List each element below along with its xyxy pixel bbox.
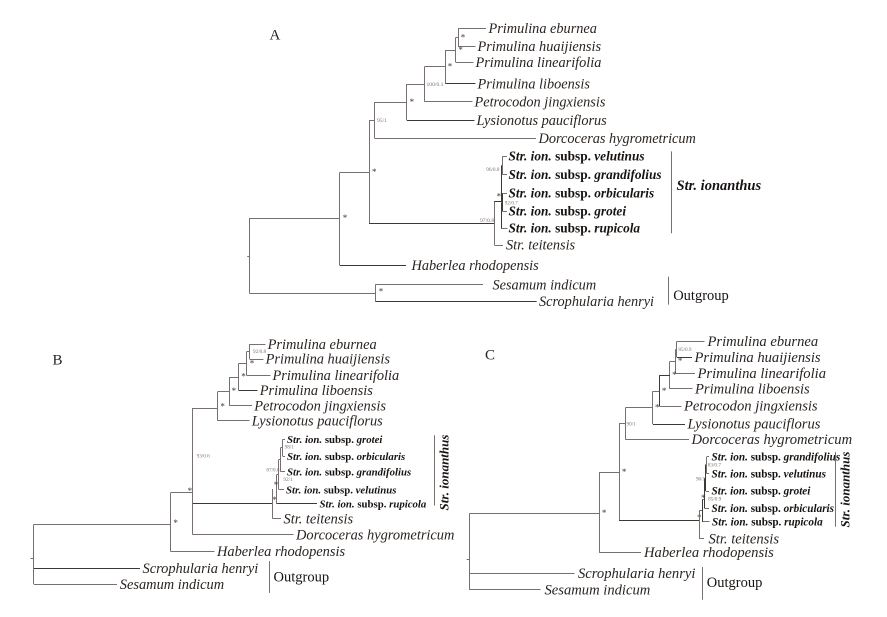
svg-text:Str. ionanthus: Str. ionanthus: [436, 435, 451, 511]
svg-text:93/0.6: 93/0.6: [197, 454, 211, 460]
svg-text:Sesamum indicum: Sesamum indicum: [120, 577, 224, 593]
svg-text:*: *: [241, 372, 246, 382]
svg-text:Primulina huaijiensis: Primulina huaijiensis: [477, 39, 602, 55]
svg-text:Str. ion. subsp. velutinus: Str. ion. subsp. velutinus: [286, 484, 396, 496]
svg-text:Scrophularia henryi: Scrophularia henryi: [539, 294, 654, 310]
svg-text:Primulina linearifolia: Primulina linearifolia: [697, 366, 827, 382]
svg-text:*: *: [458, 45, 463, 55]
svg-text:96/1: 96/1: [696, 477, 706, 483]
svg-text:Str. ion. subsp. velutinus: Str. ion. subsp. velutinus: [509, 149, 645, 164]
svg-text:*: *: [250, 358, 255, 368]
svg-text:*: *: [410, 97, 415, 107]
svg-text:Scrophularia henryi: Scrophularia henryi: [578, 566, 695, 582]
svg-text:87/0.8: 87/0.8: [266, 467, 280, 473]
svg-text:*: *: [173, 518, 178, 528]
svg-text:Primulina eburnea: Primulina eburnea: [707, 334, 819, 350]
svg-text:90/1: 90/1: [627, 421, 637, 427]
svg-text:Str. ion. subsp. grotei: Str. ion. subsp. grotei: [287, 434, 382, 446]
svg-text:Outgroup: Outgroup: [673, 288, 729, 304]
svg-text:Primulina eburnea: Primulina eburnea: [267, 337, 377, 353]
svg-text:*: *: [602, 508, 607, 518]
svg-text:Primulina huaijiensis: Primulina huaijiensis: [694, 350, 821, 366]
svg-text:Str. ion. subsp. rupicola: Str. ion. subsp. rupicola: [320, 499, 427, 511]
svg-text:83/0.7: 83/0.7: [708, 462, 722, 468]
svg-text:*: *: [622, 467, 627, 477]
svg-text:Str. ionanthus: Str. ionanthus: [837, 452, 852, 528]
svg-text:85/0.9: 85/0.9: [678, 347, 692, 353]
svg-text:97/0.8: 97/0.8: [480, 218, 494, 224]
svg-text:*: *: [701, 493, 706, 503]
svg-text:*: *: [448, 62, 453, 72]
svg-text:*: *: [232, 386, 237, 396]
svg-text:Primulina huaijiensis: Primulina huaijiensis: [265, 352, 391, 368]
svg-text:*: *: [272, 495, 277, 505]
svg-text:Lysionotus pauciflorus: Lysionotus pauciflorus: [251, 414, 383, 430]
svg-text:Outgroup: Outgroup: [707, 575, 763, 591]
svg-text:*: *: [274, 480, 279, 490]
svg-text:Outgroup: Outgroup: [274, 570, 330, 586]
svg-text:Str. ion. subsp. grotei: Str. ion. subsp. grotei: [509, 204, 627, 219]
svg-text:Str. ion. subsp. rupicola: Str. ion. subsp. rupicola: [712, 517, 823, 529]
svg-text:Haberlea rhodopensis: Haberlea rhodopensis: [216, 544, 345, 560]
svg-text:B: B: [53, 353, 63, 369]
svg-text:Str. teitensis: Str. teitensis: [506, 238, 576, 254]
svg-text:C: C: [485, 348, 495, 364]
svg-text:A: A: [270, 28, 281, 44]
svg-text:Lysionotus pauciflorus: Lysionotus pauciflorus: [476, 113, 608, 129]
svg-text:Str. ion. subsp. orbicularis: Str. ion. subsp. orbicularis: [712, 503, 835, 515]
svg-text:Primulina liboensis: Primulina liboensis: [694, 381, 810, 397]
svg-text:Primulina liboensis: Primulina liboensis: [259, 383, 374, 399]
svg-text:*: *: [461, 32, 466, 42]
svg-text:Str. ion. subsp. grandifolius: Str. ion. subsp. grandifolius: [287, 467, 411, 479]
svg-text:Haberlea rhodopensis: Haberlea rhodopensis: [411, 258, 540, 274]
svg-text:Str. ion. subsp. rupicola: Str. ion. subsp. rupicola: [509, 221, 641, 236]
svg-text:Petrocodon jingxiensis: Petrocodon jingxiensis: [683, 399, 818, 415]
svg-text:Petrocodon jingxiensis: Petrocodon jingxiensis: [253, 398, 386, 414]
svg-text:*: *: [188, 486, 193, 496]
svg-text:*: *: [343, 213, 348, 223]
svg-text:96/0.8: 96/0.8: [486, 167, 500, 173]
svg-text:Str. teitensis: Str. teitensis: [284, 511, 354, 527]
svg-text:92/0.8: 92/0.8: [253, 349, 267, 355]
svg-text:Primulina eburnea: Primulina eburnea: [488, 21, 597, 37]
svg-text:Primulina linearifolia: Primulina linearifolia: [475, 55, 602, 71]
svg-text:*: *: [379, 287, 384, 297]
svg-text:Haberlea rhodopensis: Haberlea rhodopensis: [643, 545, 774, 561]
svg-text:Scrophularia henryi: Scrophularia henryi: [143, 561, 259, 577]
svg-text:Str. teitensis: Str. teitensis: [709, 532, 780, 548]
svg-text:*: *: [662, 386, 667, 396]
svg-text:Str. ion. subsp. orbicularis: Str. ion. subsp. orbicularis: [509, 186, 655, 201]
svg-text:Str. ion. subsp. velutinus: Str. ion. subsp. velutinus: [712, 468, 827, 480]
svg-text:*: *: [497, 191, 502, 201]
svg-text:Lysionotus pauciflorus: Lysionotus pauciflorus: [687, 417, 821, 433]
svg-text:*: *: [672, 370, 677, 380]
svg-text:Dorcoceras hygrometricum: Dorcoceras hygrometricum: [538, 131, 696, 147]
svg-text:*: *: [655, 402, 660, 412]
svg-text:*: *: [678, 356, 683, 366]
svg-text:Sesamum indicum: Sesamum indicum: [493, 277, 597, 293]
svg-text:Dorcoceras hygrometricum: Dorcoceras hygrometricum: [691, 432, 853, 448]
svg-text:Str. ion. subsp. grandifolius: Str. ion. subsp. grandifolius: [712, 452, 841, 464]
svg-text:Primulina liboensis: Primulina liboensis: [477, 77, 591, 93]
svg-text:Petrocodon jingxiensis: Petrocodon jingxiensis: [474, 94, 606, 110]
svg-text:*: *: [220, 401, 225, 411]
svg-text:100/0.1: 100/0.1: [427, 82, 444, 88]
svg-text:Str. ion. subsp. grandifolius: Str. ion. subsp. grandifolius: [509, 167, 662, 182]
svg-text:Sesamum indicum: Sesamum indicum: [545, 582, 651, 598]
svg-text:Dorcoceras hygrometricum: Dorcoceras hygrometricum: [295, 528, 454, 544]
svg-text:92/0.7: 92/0.7: [505, 200, 519, 206]
svg-text:Primulina linearifolia: Primulina linearifolia: [272, 368, 400, 384]
svg-text:98/1: 98/1: [285, 445, 295, 451]
svg-text:Str. ionanthus: Str. ionanthus: [677, 178, 762, 194]
svg-text:95/1: 95/1: [377, 118, 387, 124]
svg-text:Str. ion. subsp. orbicularis: Str. ion. subsp. orbicularis: [287, 451, 405, 463]
svg-text:92/1: 92/1: [283, 477, 293, 483]
svg-text:85/0.9: 85/0.9: [708, 497, 722, 503]
svg-text:*: *: [372, 167, 377, 177]
svg-text:Str. ion. subsp. grotei: Str. ion. subsp. grotei: [712, 486, 812, 498]
